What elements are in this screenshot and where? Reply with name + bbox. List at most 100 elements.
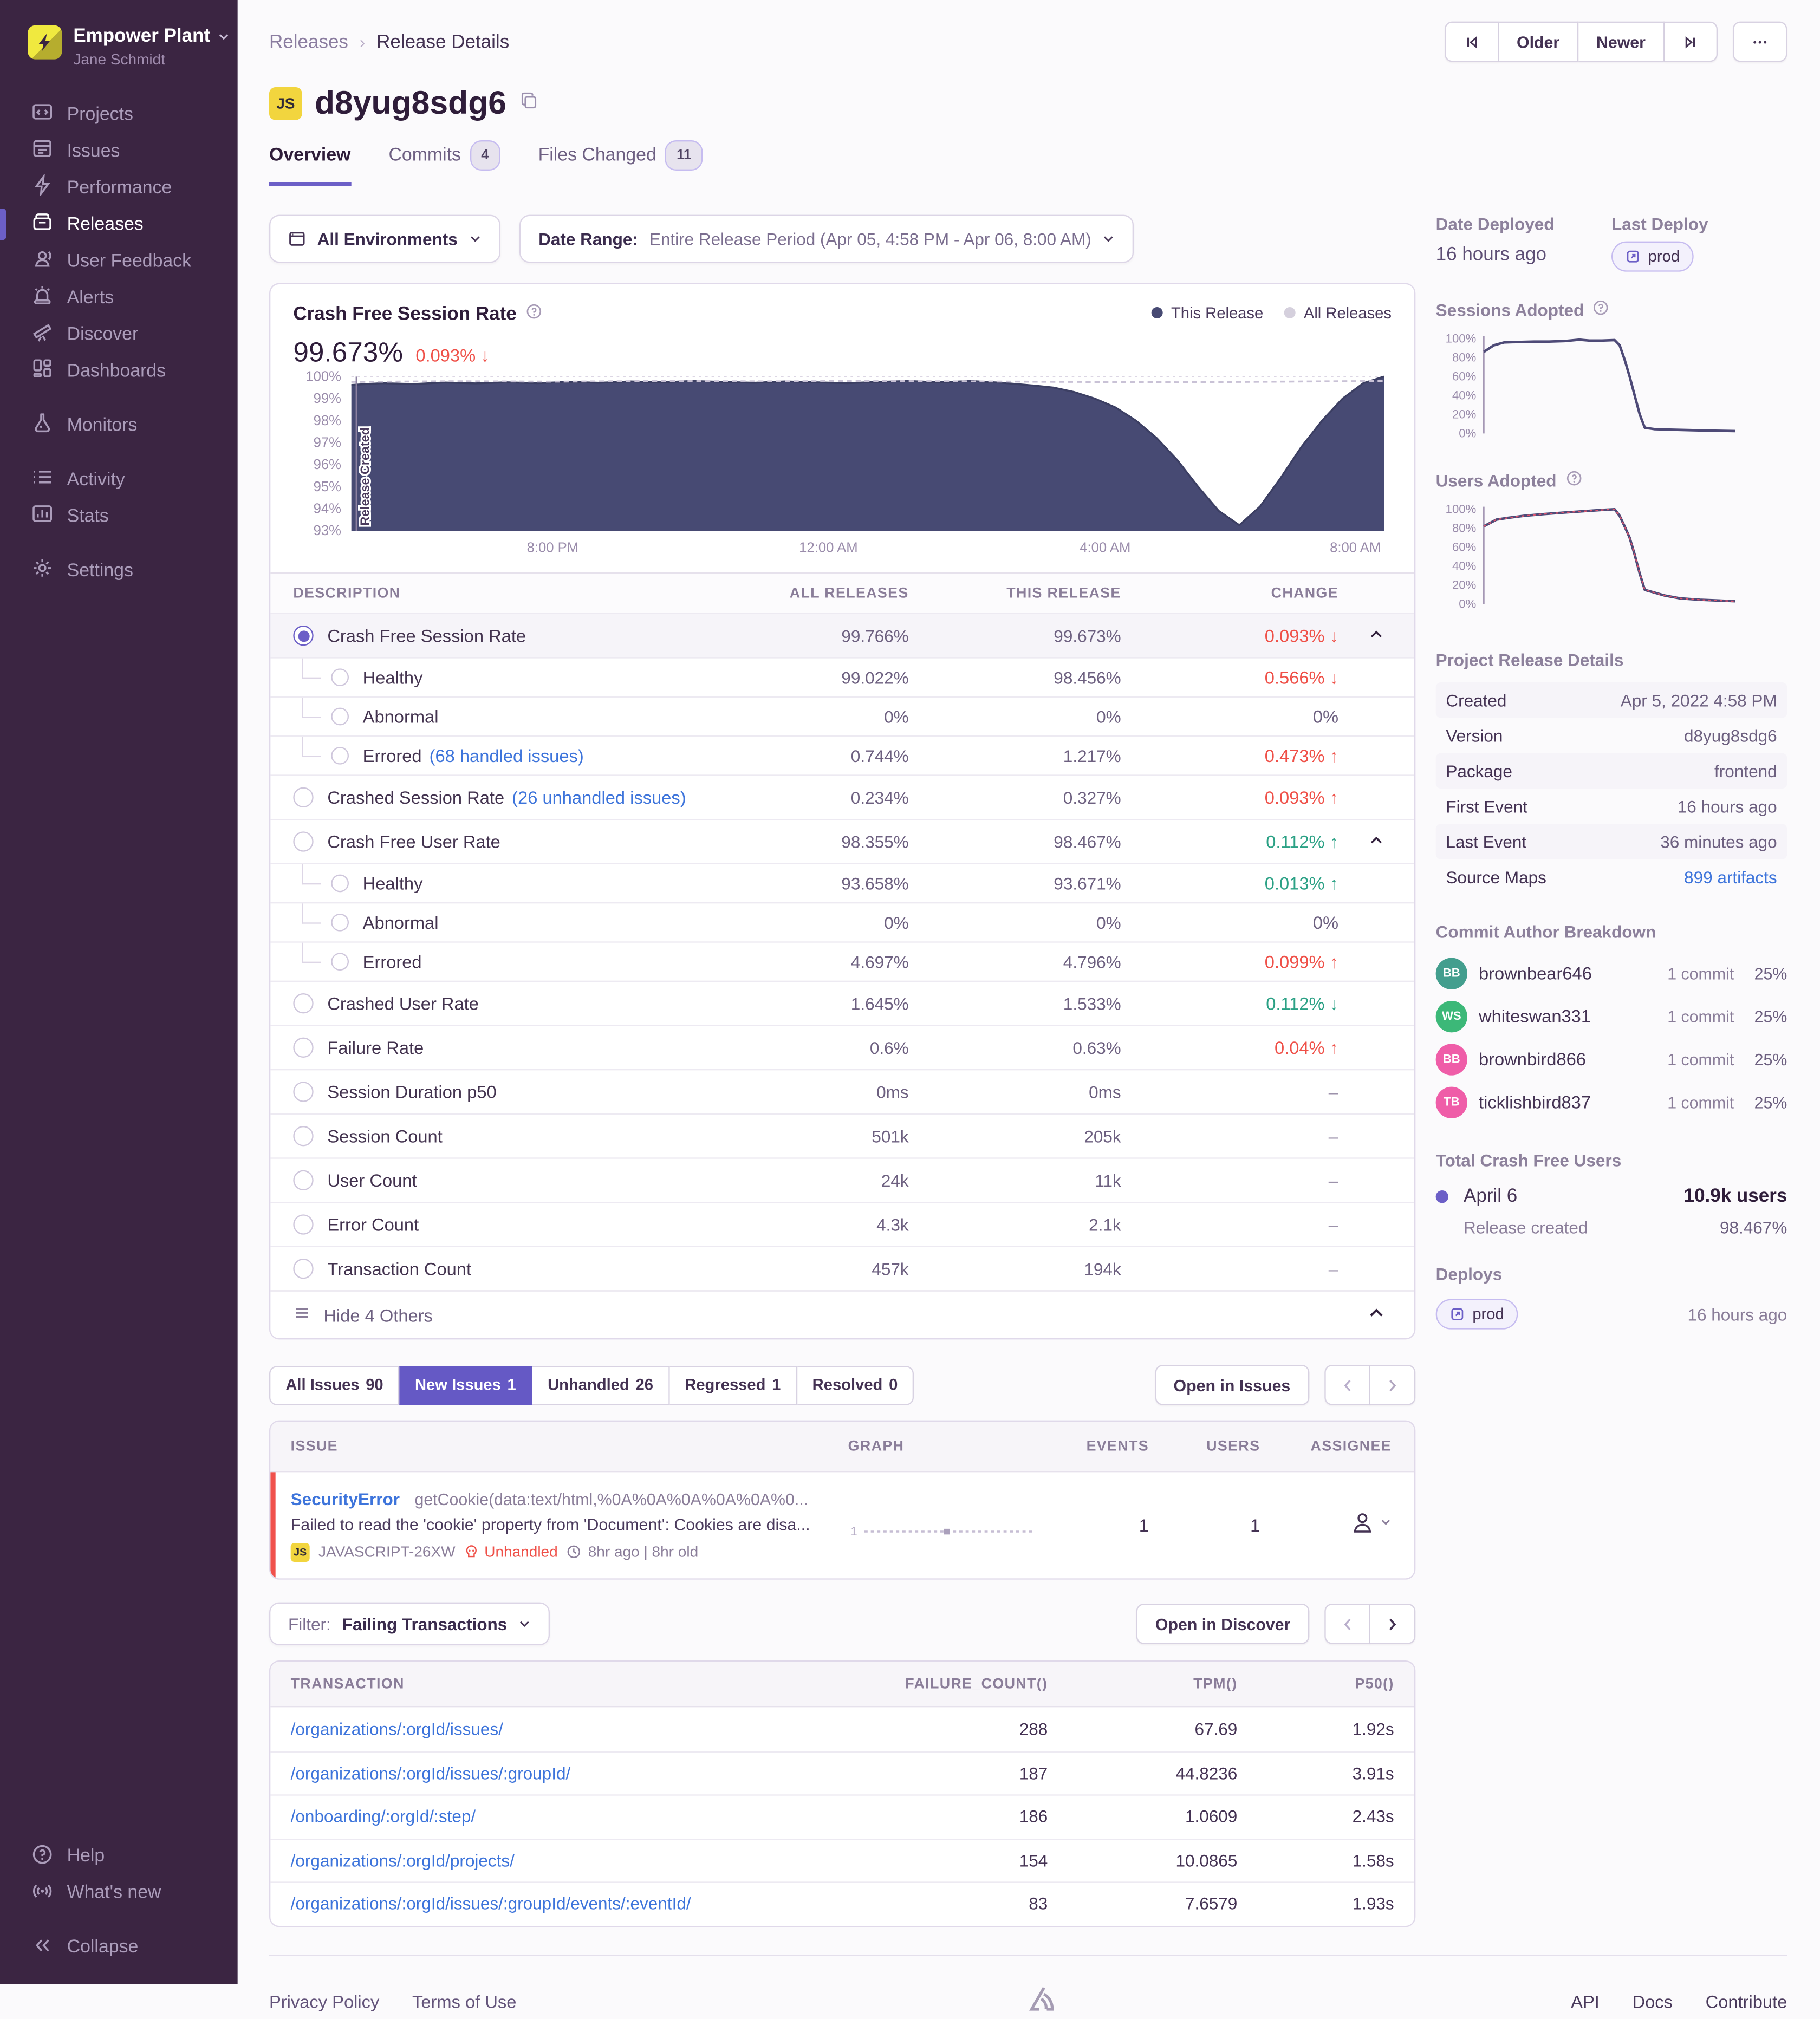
metric-row-failure-rate[interactable]: Failure Rate 0.6% 0.63% 0.04% ↑ bbox=[270, 1025, 1414, 1069]
metric-row-crash-free-session-rate[interactable]: Crash Free Session Rate 99.766% 99.673% 0.0… bbox=[270, 613, 1414, 657]
metric-radio[interactable] bbox=[331, 914, 349, 932]
metric-radio[interactable] bbox=[293, 1259, 314, 1279]
sidebar-item-alerts[interactable]: Alerts bbox=[0, 279, 238, 316]
collapse-row-button[interactable] bbox=[1369, 831, 1384, 851]
issue-title-link[interactable]: SecurityError bbox=[290, 1489, 400, 1508]
metric-radio[interactable] bbox=[293, 1037, 314, 1058]
sidebar-item-dashboards[interactable]: Dashboards bbox=[0, 353, 238, 389]
tab-overview[interactable]: Overview bbox=[269, 140, 351, 186]
hide-others-button[interactable]: Hide 4 Others bbox=[270, 1290, 1414, 1338]
legend-item[interactable]: This Release bbox=[1150, 304, 1263, 322]
transactions-prev-page-button[interactable] bbox=[1324, 1604, 1370, 1644]
issues-next-page-button[interactable] bbox=[1370, 1365, 1416, 1405]
metric-row-abnormal[interactable]: Abnormal 0% 0% 0% bbox=[270, 696, 1414, 735]
svg-text:60%: 60% bbox=[1452, 540, 1476, 553]
metric-row-session-duration-p50[interactable]: Session Duration p50 0ms 0ms – bbox=[270, 1069, 1414, 1113]
sidebar-item-settings[interactable]: Settings bbox=[0, 552, 238, 589]
metric-radio[interactable] bbox=[331, 668, 349, 686]
metric-row-transaction-count[interactable]: Transaction Count 457k 194k – bbox=[270, 1246, 1414, 1291]
footer-link-contribute[interactable]: Contribute bbox=[1705, 1991, 1787, 2011]
issues-tab-resolved[interactable]: Resolved 0 bbox=[797, 1365, 914, 1405]
issues-tab-unhandled[interactable]: Unhandled 26 bbox=[532, 1365, 670, 1405]
issues-tab-regressed[interactable]: Regressed 1 bbox=[670, 1365, 797, 1405]
sidebar-item-performance[interactable]: Performance bbox=[0, 170, 238, 206]
skip-to-oldest-button[interactable] bbox=[1445, 21, 1499, 62]
metric-radio[interactable] bbox=[293, 831, 314, 852]
sidebar-item-what-s-new[interactable]: What's new bbox=[0, 1875, 238, 1912]
more-actions-button[interactable] bbox=[1733, 21, 1787, 62]
sidebar-item-user-feedback[interactable]: User Feedback bbox=[0, 243, 238, 279]
tab-files-changed[interactable]: Files Changed 11 bbox=[538, 140, 703, 186]
metric-radio[interactable] bbox=[293, 787, 314, 807]
transaction-link[interactable]: /organizations/:orgId/issues/ bbox=[290, 1720, 503, 1739]
footer-link-terms-of-use[interactable]: Terms of Use bbox=[412, 1991, 517, 2011]
transaction-link[interactable]: /organizations/:orgId/issues/:groupId/ev… bbox=[290, 1894, 691, 1914]
older-button[interactable]: Older bbox=[1499, 21, 1579, 62]
metric-issues-link[interactable]: (68 handled issues) bbox=[429, 745, 584, 766]
metric-row-healthy[interactable]: Healthy 93.658% 93.671% 0.013% ↑ bbox=[270, 863, 1414, 902]
transaction-link[interactable]: /organizations/:orgId/issues/:groupId/ bbox=[290, 1763, 571, 1783]
legend-item[interactable]: All Releases bbox=[1283, 304, 1392, 322]
metric-row-error-count[interactable]: Error Count 4.3k 2.1k – bbox=[270, 1202, 1414, 1246]
sidebar-item-collapse[interactable]: Collapse bbox=[0, 1929, 238, 1966]
issues-prev-page-button[interactable] bbox=[1324, 1365, 1370, 1405]
org-switcher[interactable]: Empower Plant Jane Schmidt bbox=[0, 0, 238, 68]
sidebar-item-discover[interactable]: Discover bbox=[0, 316, 238, 353]
metric-radio[interactable] bbox=[293, 626, 314, 646]
sidebar-item-projects[interactable]: Projects bbox=[0, 96, 238, 133]
footer-link-docs[interactable]: Docs bbox=[1632, 1991, 1673, 2011]
issue-assignee-selector[interactable] bbox=[1350, 1509, 1392, 1535]
metric-row-errored[interactable]: Errored 4.697% 4.796% 0.099% ↑ bbox=[270, 941, 1414, 980]
newer-button[interactable]: Newer bbox=[1578, 21, 1665, 62]
deploy-env-pill[interactable]: prod bbox=[1435, 1299, 1518, 1330]
footer-link-api[interactable]: API bbox=[1571, 1991, 1600, 2011]
metric-radio[interactable] bbox=[331, 874, 349, 893]
sidebar-item-releases[interactable]: Releases bbox=[0, 206, 238, 243]
open-in-discover-button[interactable]: Open in Discover bbox=[1136, 1604, 1310, 1644]
environment-selector[interactable]: All Environments bbox=[269, 214, 501, 263]
copy-version-button[interactable] bbox=[519, 90, 538, 116]
metric-radio[interactable] bbox=[331, 747, 349, 765]
tab-commits[interactable]: Commits 4 bbox=[389, 140, 500, 186]
transaction-link[interactable]: /organizations/:orgId/projects/ bbox=[290, 1851, 515, 1870]
issues-tab-new-issues[interactable]: New Issues 1 bbox=[399, 1365, 533, 1405]
last-deploy-env-pill[interactable]: prod bbox=[1611, 241, 1694, 272]
footer-link-privacy-policy[interactable]: Privacy Policy bbox=[269, 1991, 380, 2011]
source-maps-link[interactable]: 899 artifacts bbox=[1684, 867, 1777, 887]
metric-row-crash-free-user-rate[interactable]: Crash Free User Rate 98.355% 98.467% 0.112%… bbox=[270, 819, 1414, 863]
collapse-row-button[interactable] bbox=[1369, 626, 1384, 646]
sidebar-item-activity[interactable]: Activity bbox=[0, 461, 238, 498]
transactions-filter-selector[interactable]: Filter: Failing Transactions bbox=[269, 1602, 550, 1645]
open-in-issues-button[interactable]: Open in Issues bbox=[1154, 1365, 1310, 1405]
metric-radio[interactable] bbox=[293, 1082, 314, 1102]
metric-row-abnormal[interactable]: Abnormal 0% 0% 0% bbox=[270, 902, 1414, 941]
skip-to-newest-button[interactable] bbox=[1665, 21, 1718, 62]
breadcrumb-releases[interactable]: Releases bbox=[269, 31, 348, 53]
metric-radio[interactable] bbox=[293, 1214, 314, 1235]
help-tooltip-icon[interactable] bbox=[1593, 299, 1609, 320]
transaction-link[interactable]: /onboarding/:orgId/:step/ bbox=[290, 1807, 476, 1827]
metric-radio[interactable] bbox=[331, 953, 349, 971]
issue-row[interactable]: SecurityError getCookie(data:text/html,%… bbox=[270, 1472, 1414, 1579]
sidebar-item-issues[interactable]: Issues bbox=[0, 133, 238, 170]
metric-radio[interactable] bbox=[293, 1170, 314, 1190]
help-tooltip-icon[interactable] bbox=[525, 303, 542, 325]
sidebar-item-monitors[interactable]: Monitors bbox=[0, 407, 238, 444]
metric-radio[interactable] bbox=[293, 1126, 314, 1147]
transaction-row: /organizations/:orgId/issues/:groupId/18… bbox=[270, 1750, 1414, 1795]
metric-row-session-count[interactable]: Session Count 501k 205k – bbox=[270, 1113, 1414, 1158]
metric-row-crashed-session-rate[interactable]: Crashed Session Rate (26 unhandled issues… bbox=[270, 774, 1414, 819]
transactions-next-page-button[interactable] bbox=[1370, 1604, 1416, 1644]
metric-row-healthy[interactable]: Healthy 99.022% 98.456% 0.566% ↓ bbox=[270, 657, 1414, 696]
help-tooltip-icon[interactable] bbox=[1565, 470, 1582, 490]
metric-row-crashed-user-rate[interactable]: Crashed User Rate 1.645% 1.533% 0.112% ↓ bbox=[270, 980, 1414, 1025]
sidebar-item-stats[interactable]: Stats bbox=[0, 498, 238, 535]
issues-tab-all-issues[interactable]: All Issues 90 bbox=[269, 1365, 400, 1405]
metric-radio[interactable] bbox=[293, 993, 314, 1014]
metric-radio[interactable] bbox=[331, 707, 349, 726]
date-range-selector[interactable]: Date Range: Entire Release Period (Apr 0… bbox=[519, 214, 1135, 263]
metric-row-errored[interactable]: Errored (68 handled issues) 0.744% 1.217% 0.… bbox=[270, 735, 1414, 774]
metric-issues-link[interactable]: (26 unhandled issues) bbox=[512, 787, 686, 807]
sidebar-item-help[interactable]: Help bbox=[0, 1838, 238, 1875]
metric-row-user-count[interactable]: User Count 24k 11k – bbox=[270, 1157, 1414, 1202]
